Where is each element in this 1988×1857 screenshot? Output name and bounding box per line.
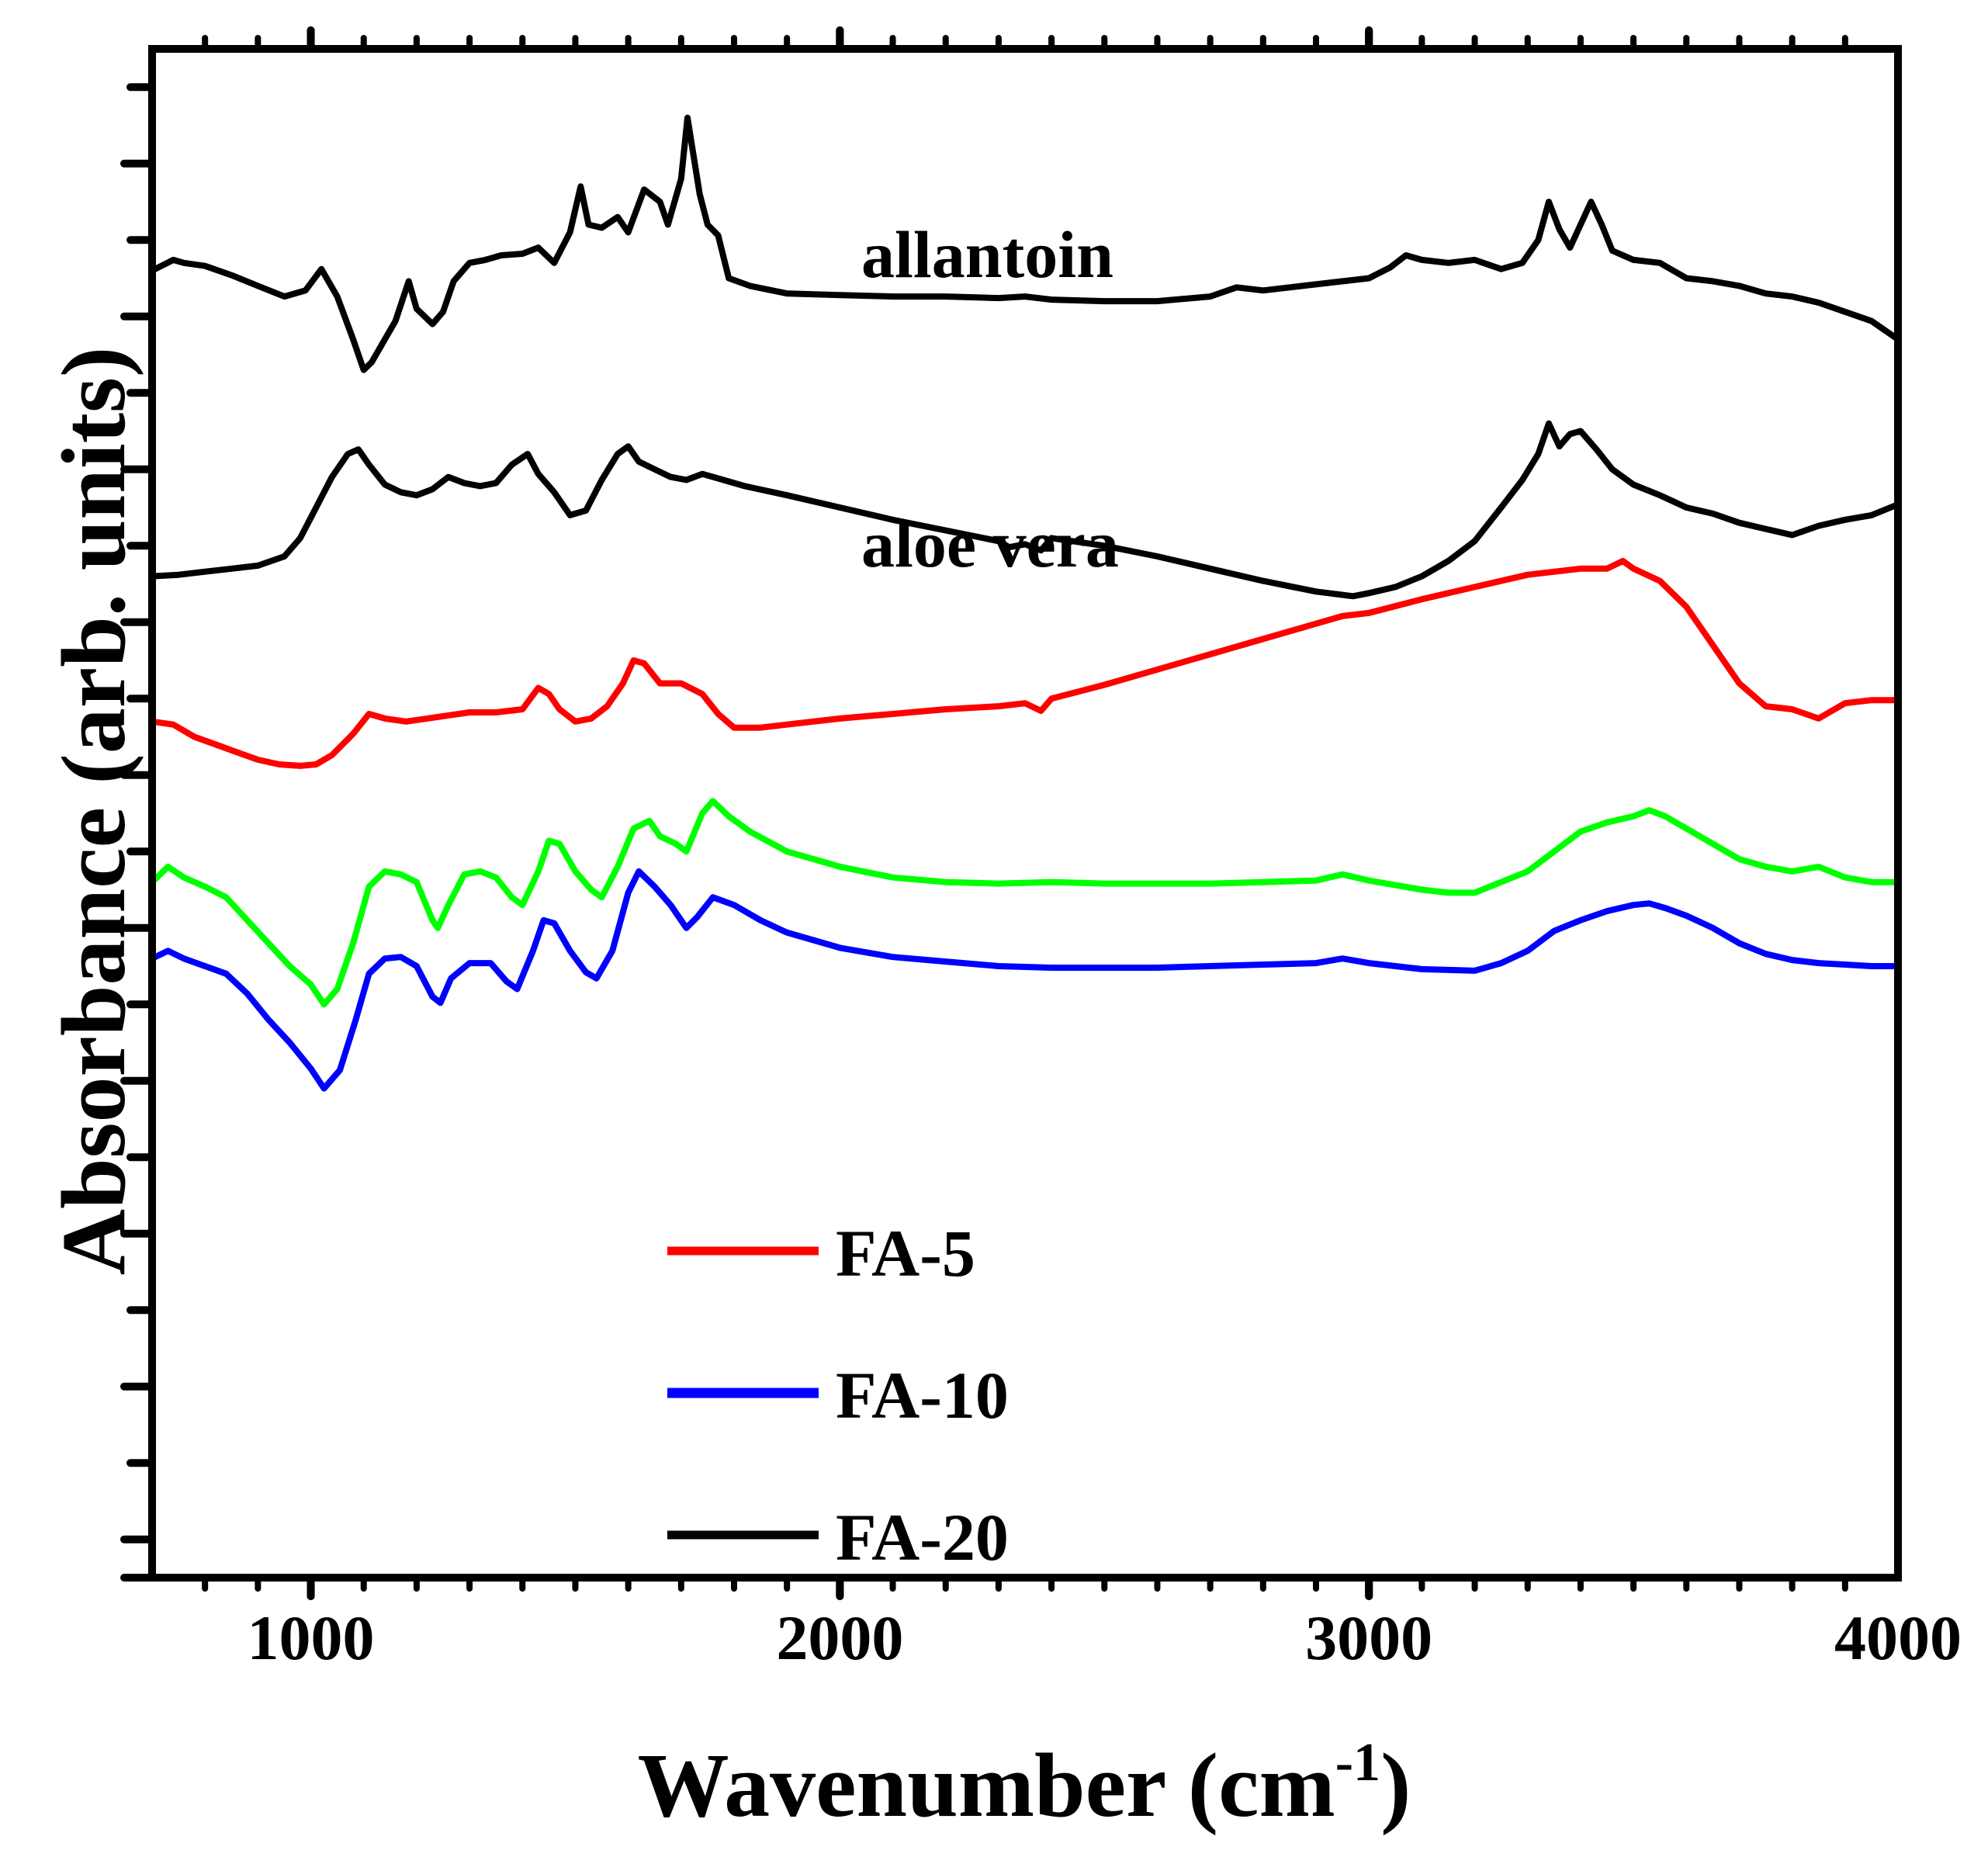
x-axis-label-superscript: -1 bbox=[1335, 1733, 1380, 1793]
plot-frame bbox=[148, 45, 1902, 1582]
legend-label-fa-10: FA-10 bbox=[836, 1358, 1009, 1433]
legend-label-fa-20: FA-20 bbox=[836, 1500, 1009, 1575]
legend-label-fa-5: FA-5 bbox=[836, 1216, 975, 1291]
series-line-fa-5 bbox=[149, 557, 1901, 769]
ticks-layer: 1000 2000 3000 4000 bbox=[120, 26, 1962, 1673]
series-line-fa-10 bbox=[149, 868, 1901, 1092]
series-line-fa-20 bbox=[149, 798, 1901, 1008]
x-tick-label: 2000 bbox=[776, 1602, 903, 1673]
x-axis-label-close: ) bbox=[1380, 1734, 1411, 1836]
x-tick-label: 1000 bbox=[248, 1602, 375, 1673]
x-axis-label-main: Wavenumber (cm bbox=[638, 1734, 1335, 1836]
series-line-aloe-vera bbox=[149, 420, 1901, 600]
legend: FA-5 FA-10 FA-20 bbox=[667, 1216, 1009, 1575]
x-tick-label: 4000 bbox=[1834, 1602, 1962, 1673]
x-tick-label: 3000 bbox=[1305, 1602, 1432, 1673]
series-layer bbox=[149, 114, 1901, 1092]
series-label-allantoin: allantoin bbox=[861, 217, 1113, 292]
y-axis-label: Absorbance (arb. units) bbox=[43, 347, 144, 1275]
series-line-allantoin bbox=[149, 114, 1901, 373]
x-axis-label: Wavenumber (cm-1) bbox=[638, 1733, 1411, 1836]
series-label-aloe-vera: aloe vera bbox=[861, 507, 1119, 581]
